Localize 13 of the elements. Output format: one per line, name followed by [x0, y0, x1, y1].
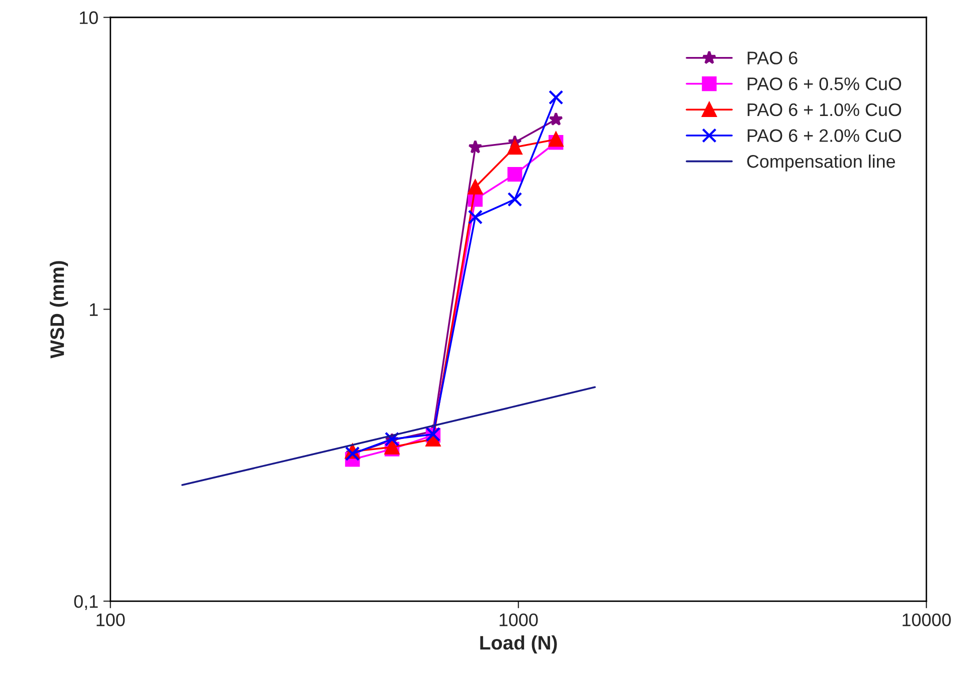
- legend-label: Compensation line: [747, 154, 896, 172]
- x-tick-label: 10000: [902, 613, 951, 626]
- legend-label: PAO 6: [748, 52, 798, 64]
- y-tick-label: 10: [80, 11, 98, 24]
- legend-label: PAO 6 + 1.0% CuO: [748, 103, 902, 116]
- y-tick-label: 1: [90, 303, 98, 316]
- x-tick-label: 1000: [500, 613, 538, 626]
- y-axis-title: WSD (mm): [50, 261, 68, 358]
- x-tick-label: 100: [96, 613, 125, 626]
- y-tick-label: 0,1: [74, 595, 98, 610]
- x-axis-title: Load (N): [480, 635, 557, 654]
- legend-label: PAO 6 + 0.5% CuO: [748, 77, 902, 90]
- legend-label: PAO 6 + 2.0% CuO: [748, 129, 902, 142]
